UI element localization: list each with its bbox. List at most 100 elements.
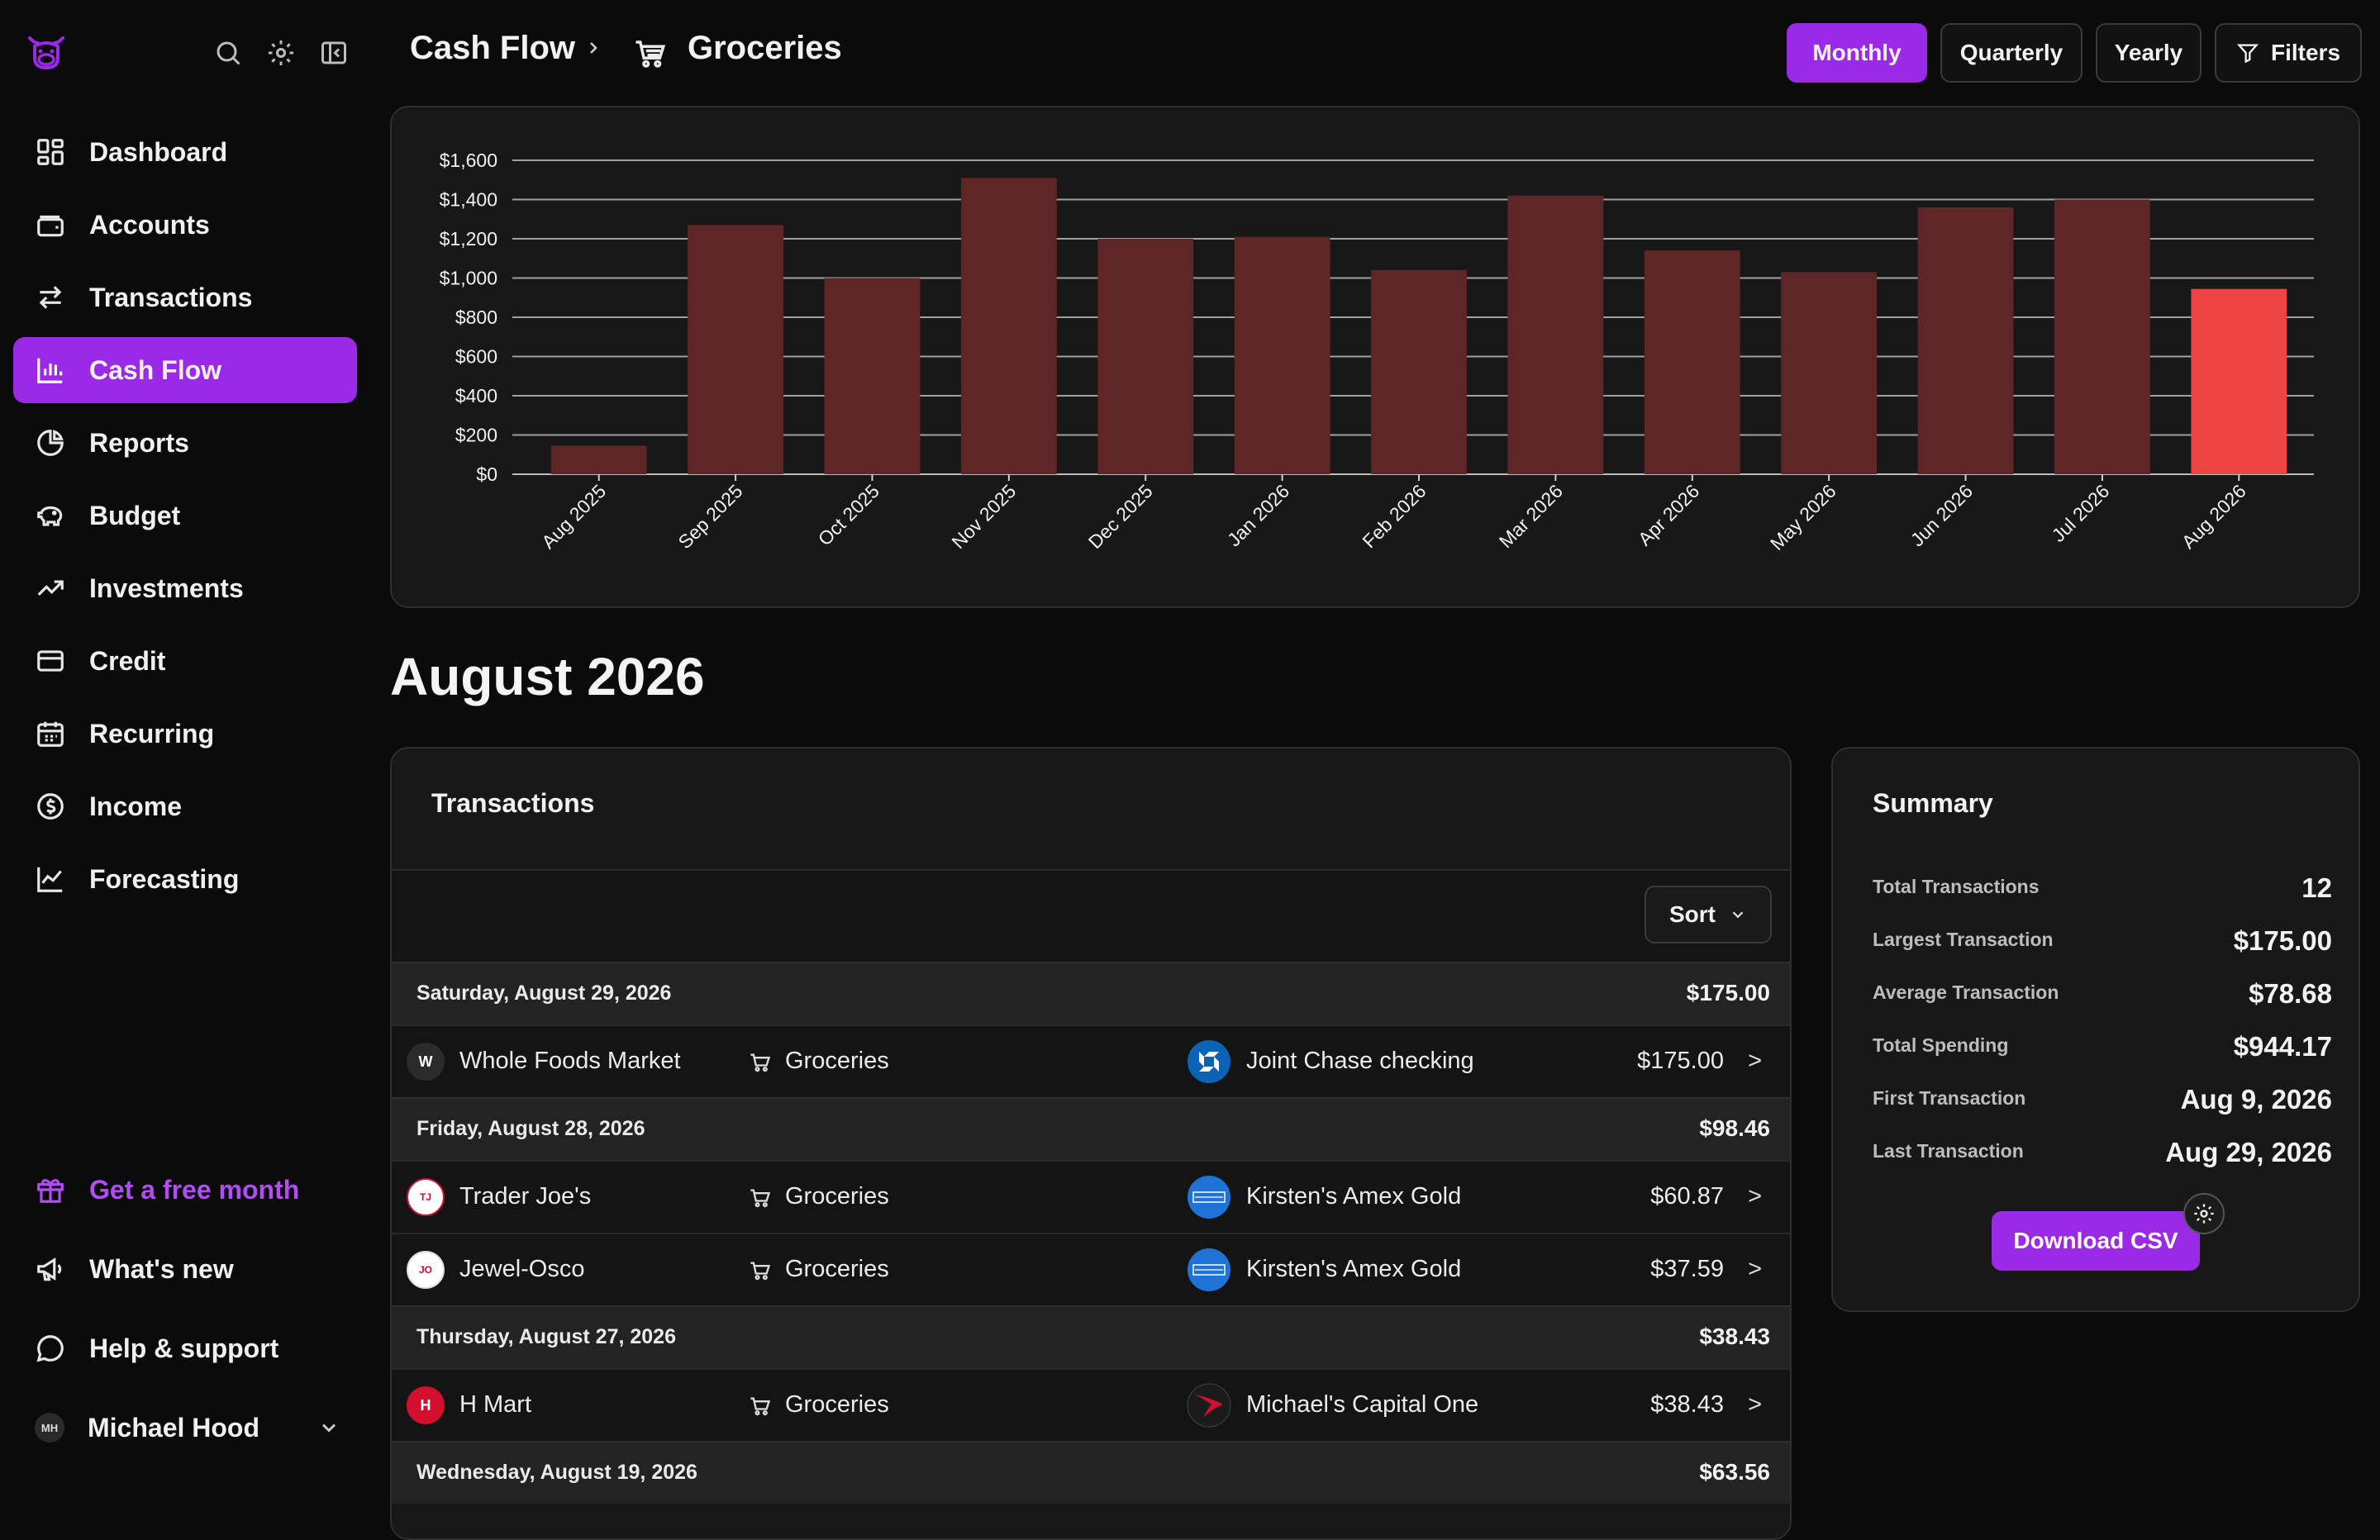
x-tick-label: Jul 2026 (2048, 480, 2114, 546)
transactions-title: Transactions (431, 788, 595, 818)
sidebar-item-recurring[interactable]: Recurring (13, 701, 357, 767)
summary-label: Total Transactions (1873, 876, 2040, 897)
table-row[interactable]: H H Mart Groceries Michael's Capital One… (392, 1368, 1790, 1441)
capital-one-logo-icon (1187, 1383, 1231, 1428)
group-date: Saturday, August 29, 2026 (416, 982, 672, 1005)
account-name: Joint Chase checking (1246, 1048, 1474, 1074)
summary-label: Average Transaction (1873, 982, 2059, 1003)
merchant-logo: JO (407, 1251, 445, 1289)
sidebar-item-label: Recurring (89, 718, 215, 749)
row-chevron-icon[interactable]: > (1748, 1183, 1762, 1210)
promo-label: Get a free month (89, 1174, 300, 1205)
date-group-header: Friday, August 28, 2026 $98.46 (392, 1097, 1790, 1160)
sidebar-item-credit[interactable]: Credit (13, 628, 357, 694)
amount: $60.87 (1650, 1183, 1724, 1210)
sidebar-item-forecasting[interactable]: Forecasting (13, 846, 357, 912)
whats-new-link[interactable]: What's new (35, 1244, 234, 1294)
sidebar-item-reports[interactable]: Reports (13, 410, 357, 476)
group-total: $38.43 (1699, 1324, 1770, 1349)
group-date: Friday, August 28, 2026 (416, 1117, 645, 1140)
download-csv-button[interactable]: Download CSV (1992, 1211, 2200, 1271)
category-label: Groceries (785, 1391, 889, 1418)
dollar-circle-icon (35, 791, 66, 822)
dashboard-icon (35, 136, 66, 168)
y-tick-label: $200 (455, 425, 497, 446)
summary-value: $944.17 (2233, 1031, 2332, 1062)
breadcrumb-cash-flow[interactable]: Cash Flow (410, 30, 576, 66)
group-date: Thursday, August 27, 2026 (416, 1325, 676, 1348)
chart-bar (1507, 195, 1604, 474)
group-total: $175.00 (1686, 980, 1770, 1005)
sidebar-item-dashboard[interactable]: Dashboard (13, 119, 357, 185)
collapse-sidebar-icon[interactable] (319, 38, 349, 68)
gift-icon (35, 1174, 66, 1205)
row-chevron-icon[interactable]: > (1748, 1256, 1762, 1282)
yearly-button[interactable]: Yearly (2096, 23, 2202, 83)
whats-new-label: What's new (89, 1253, 234, 1284)
chevron-down-icon (1732, 911, 1744, 919)
x-tick-label: Feb 2026 (1358, 480, 1430, 552)
row-chevron-icon[interactable]: > (1748, 1048, 1762, 1074)
x-tick-label: Oct 2025 (814, 480, 883, 549)
search-icon[interactable] (213, 38, 243, 68)
sidebar-item-cash-flow[interactable]: Cash Flow (13, 337, 357, 403)
date-group-header: Saturday, August 29, 2026 $175.00 (392, 962, 1790, 1024)
x-tick-label: May 2026 (1766, 480, 1840, 554)
merchant-logo: TJ (407, 1178, 445, 1216)
chart-bar (1917, 207, 2014, 474)
settings-gear-icon[interactable] (2183, 1193, 2225, 1234)
chart-bar (2054, 199, 2150, 474)
table-row[interactable]: JO Jewel-Osco Groceries Kirsten's Amex G… (392, 1233, 1790, 1305)
free-month-promo-link[interactable]: Get a free month (35, 1165, 299, 1214)
piggy-bank-icon (35, 500, 66, 531)
summary-value: $175.00 (2233, 925, 2332, 956)
user-name: Michael Hood (88, 1412, 260, 1443)
settings-gear-icon[interactable] (266, 38, 296, 68)
sidebar-item-label: Transactions (89, 282, 253, 312)
trend-up-icon (35, 573, 66, 604)
summary-card: Summary Total Transactions 12 Largest Tr… (1831, 747, 2360, 1312)
sidebar-item-label: Reports (89, 427, 189, 458)
chart-bar (960, 178, 1057, 474)
calendar-icon (35, 718, 66, 749)
pie-chart-icon (35, 427, 66, 459)
sidebar-item-transactions[interactable]: Transactions (13, 264, 357, 330)
wallet-icon (35, 209, 66, 240)
help-support-link[interactable]: Help & support (35, 1324, 278, 1373)
chart-bar (2191, 288, 2287, 474)
date-group-header: Thursday, August 27, 2026 $38.43 (392, 1305, 1790, 1368)
x-tick-label: Dec 2025 (1084, 480, 1157, 553)
x-tick-label: Aug 2026 (2178, 480, 2250, 553)
y-tick-label: $0 (476, 463, 497, 485)
summary-title: Summary (1873, 788, 1993, 818)
user-menu[interactable]: MH Michael Hood (35, 1403, 340, 1452)
amount: $38.43 (1650, 1391, 1724, 1418)
sort-button[interactable]: Sort (1645, 886, 1772, 943)
x-tick-label: Sep 2025 (674, 480, 747, 553)
monthly-button[interactable]: Monthly (1787, 23, 1927, 83)
merchant-name: H Mart (459, 1391, 531, 1418)
sidebar-item-accounts[interactable]: Accounts (13, 192, 357, 258)
quarterly-button[interactable]: Quarterly (1940, 23, 2082, 83)
summary-row-total-spending: Total Spending $944.17 (1873, 1029, 2332, 1079)
table-row[interactable]: TJ Trader Joe's Groceries Kirsten's Amex… (392, 1160, 1790, 1233)
x-tick-label: Jan 2026 (1223, 480, 1293, 550)
filters-button[interactable]: Filters (2215, 23, 2362, 83)
sidebar-item-investments[interactable]: Investments (13, 555, 357, 621)
sidebar-item-budget[interactable]: Budget (13, 482, 357, 549)
transactions-toolbar: Sort (392, 869, 1790, 962)
shopping-cart-icon (749, 1395, 772, 1418)
summary-label: Largest Transaction (1873, 929, 2054, 950)
chart-bar (1097, 239, 1194, 474)
summary-value: Aug 9, 2026 (2180, 1084, 2332, 1115)
summary-value: 12 (2301, 872, 2332, 903)
summary-value: $78.68 (2249, 978, 2332, 1009)
sidebar-item-label: Credit (89, 645, 166, 676)
sidebar-item-label: Dashboard (89, 136, 228, 167)
app-logo-cow-icon[interactable] (23, 30, 69, 76)
row-chevron-icon[interactable]: > (1748, 1391, 1762, 1418)
month-heading: August 2026 (390, 647, 705, 706)
sidebar-item-income[interactable]: Income (13, 773, 357, 839)
table-row[interactable]: W Whole Foods Market Groceries Joint Cha… (392, 1024, 1790, 1097)
category-label: Groceries (785, 1048, 889, 1074)
